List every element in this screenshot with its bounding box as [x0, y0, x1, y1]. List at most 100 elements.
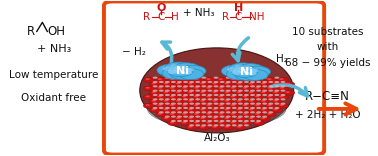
Circle shape [273, 83, 277, 84]
Circle shape [212, 100, 217, 102]
Circle shape [153, 98, 158, 100]
Circle shape [214, 124, 218, 126]
Circle shape [153, 103, 158, 105]
Circle shape [250, 116, 255, 118]
Circle shape [241, 112, 252, 117]
Circle shape [177, 120, 182, 122]
Circle shape [218, 78, 223, 80]
Circle shape [168, 121, 179, 126]
Circle shape [192, 112, 203, 117]
Circle shape [285, 91, 290, 93]
Circle shape [273, 91, 277, 93]
Circle shape [212, 108, 217, 110]
Circle shape [285, 83, 290, 84]
Circle shape [177, 116, 182, 118]
Circle shape [186, 99, 197, 104]
Circle shape [267, 113, 271, 115]
Circle shape [259, 108, 270, 113]
Circle shape [159, 103, 164, 105]
Circle shape [267, 78, 271, 80]
Circle shape [200, 91, 204, 93]
Circle shape [235, 108, 246, 113]
Circle shape [206, 104, 211, 106]
Ellipse shape [140, 48, 294, 133]
Circle shape [238, 103, 243, 105]
Circle shape [226, 103, 231, 105]
Circle shape [177, 90, 182, 92]
Circle shape [216, 86, 228, 91]
Circle shape [223, 99, 234, 104]
Circle shape [188, 100, 192, 102]
Circle shape [174, 82, 185, 87]
Circle shape [231, 95, 235, 97]
Circle shape [244, 66, 270, 78]
Text: C: C [234, 12, 242, 22]
Circle shape [243, 87, 247, 89]
Circle shape [165, 62, 192, 74]
Circle shape [255, 113, 259, 115]
Circle shape [212, 83, 217, 84]
Circle shape [216, 112, 228, 117]
Circle shape [163, 67, 173, 71]
Circle shape [237, 91, 241, 93]
Circle shape [238, 77, 243, 79]
Circle shape [229, 121, 240, 126]
Circle shape [218, 121, 223, 123]
Circle shape [186, 90, 197, 95]
Circle shape [265, 86, 277, 91]
Circle shape [171, 94, 176, 96]
Circle shape [180, 121, 191, 126]
Circle shape [167, 70, 177, 74]
Text: Low temperature: Low temperature [9, 70, 99, 80]
Circle shape [149, 90, 161, 95]
Circle shape [250, 90, 255, 92]
Circle shape [259, 116, 270, 121]
Circle shape [244, 107, 249, 109]
Circle shape [208, 107, 212, 109]
Circle shape [220, 103, 225, 105]
Circle shape [231, 113, 235, 115]
Circle shape [235, 90, 246, 95]
Circle shape [214, 77, 218, 79]
Circle shape [244, 124, 249, 126]
Circle shape [204, 77, 216, 82]
Circle shape [159, 111, 164, 113]
Circle shape [280, 85, 285, 87]
Circle shape [152, 91, 156, 93]
Circle shape [229, 77, 240, 82]
Circle shape [189, 94, 194, 96]
Circle shape [195, 111, 200, 113]
Circle shape [244, 94, 249, 96]
Circle shape [273, 108, 277, 110]
Circle shape [274, 90, 279, 92]
Circle shape [186, 108, 197, 113]
Circle shape [177, 111, 182, 113]
Circle shape [262, 85, 267, 87]
Circle shape [216, 77, 228, 82]
Circle shape [186, 82, 197, 87]
Circle shape [237, 108, 241, 110]
Ellipse shape [147, 90, 286, 128]
Circle shape [176, 70, 185, 74]
Circle shape [180, 65, 206, 77]
Circle shape [165, 103, 170, 105]
Circle shape [153, 77, 158, 79]
Circle shape [176, 83, 180, 84]
Circle shape [206, 87, 211, 89]
Circle shape [170, 87, 174, 89]
Circle shape [162, 82, 173, 87]
Circle shape [243, 69, 268, 80]
Text: 10 substrates: 10 substrates [292, 27, 364, 37]
Circle shape [162, 90, 173, 95]
Circle shape [180, 77, 191, 82]
Circle shape [192, 86, 203, 91]
Circle shape [201, 94, 206, 96]
Circle shape [279, 95, 284, 97]
Circle shape [247, 116, 258, 121]
Circle shape [220, 107, 225, 109]
Circle shape [183, 116, 188, 118]
Circle shape [188, 91, 192, 93]
Circle shape [189, 98, 194, 100]
Circle shape [201, 111, 206, 113]
Circle shape [210, 90, 222, 95]
